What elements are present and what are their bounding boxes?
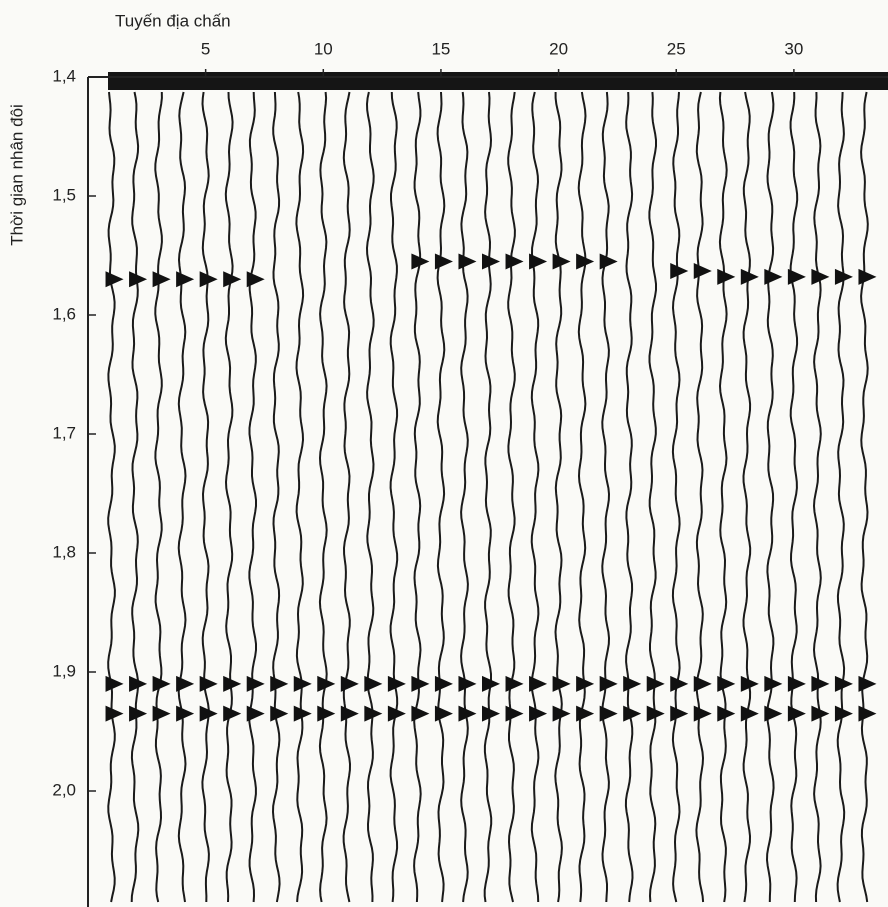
x-tick-label: 15 — [431, 39, 450, 58]
x-tick-label: 30 — [784, 39, 803, 58]
chart: Tuyến địa chấn Thời gian nhân đôi 5 10 15 2… — [0, 0, 888, 907]
y-tick-label: 2,0 — [52, 780, 76, 799]
top-band — [108, 72, 888, 90]
chart-title: Tuyến địa chấn — [115, 11, 231, 30]
page: Tuyến địa chấn Thời gian nhân đôi 5 10 15 2… — [0, 0, 888, 907]
x-tick-label: 20 — [549, 39, 568, 58]
x-tick-label: 10 — [314, 39, 333, 58]
y-tick-label: 1,6 — [52, 304, 76, 323]
y-tick-label: 1,5 — [52, 185, 76, 204]
x-tick-label: 25 — [667, 39, 686, 58]
y-tick-label: 1,9 — [52, 661, 76, 680]
y-tick-label: 1,4 — [52, 66, 76, 85]
y-tick-label: 1,7 — [52, 423, 76, 442]
x-tick-label: 5 — [201, 39, 210, 58]
y-axis-label: Thời gian nhân đôi — [7, 104, 26, 246]
y-tick-label: 1,8 — [52, 542, 76, 561]
